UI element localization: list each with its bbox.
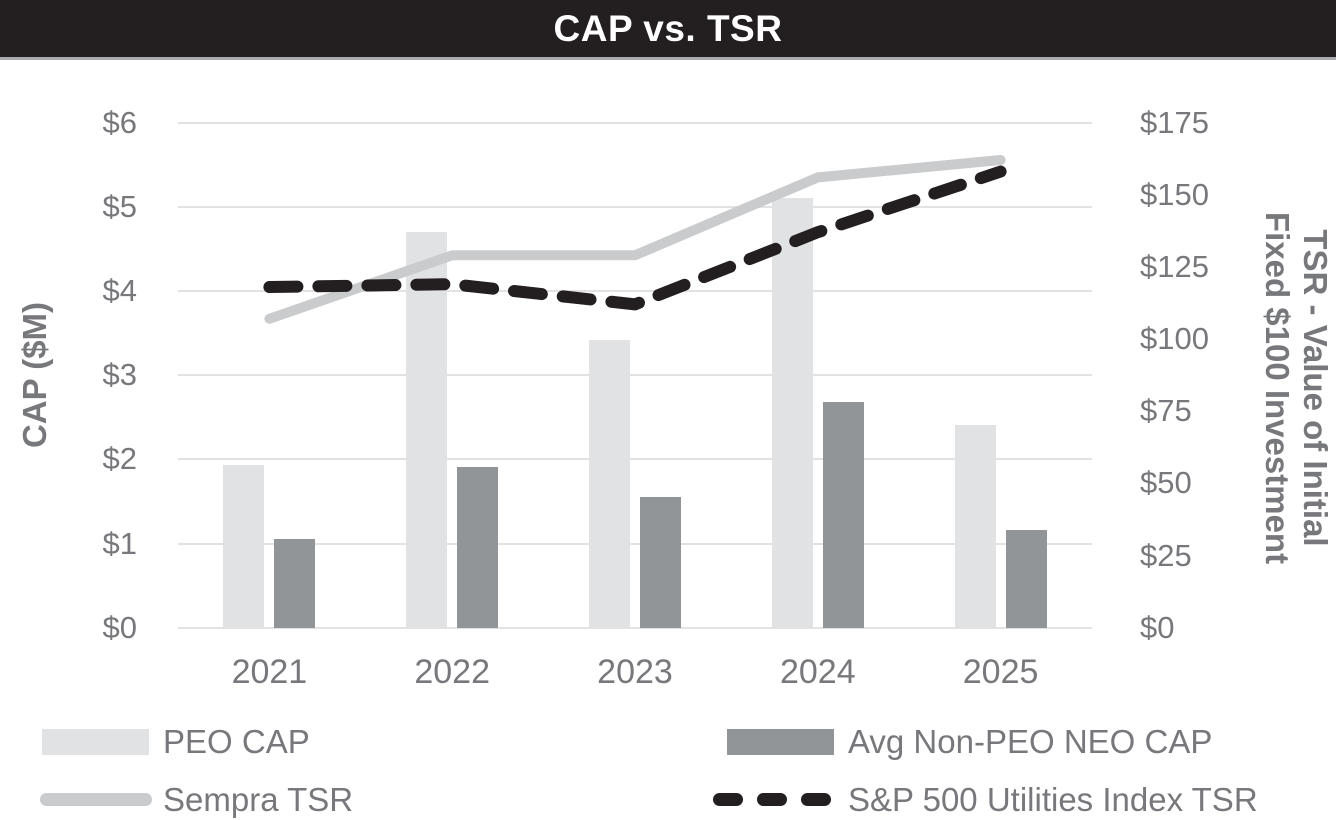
right-axis-tick-label: $25: [1140, 537, 1192, 573]
x-axis-tick-label: 2021: [231, 653, 308, 691]
chart-title: CAP vs. TSR: [553, 7, 783, 49]
right-axis-tick-label: $100: [1140, 321, 1209, 356]
peo-cap-bar: [406, 231, 448, 628]
right-axis-title-line-1: TSR - Value of Initial: [1297, 229, 1334, 547]
legend-label-avg-non-peo-neo-cap: Avg Non-PEO NEO CAP: [848, 723, 1213, 760]
legend-swatch-sempra-tsr: [40, 793, 152, 806]
right-axis-title: TSR - Value of Initial Fixed $100 Invest…: [1258, 118, 1334, 658]
left-axis-tick-label: $5: [102, 188, 137, 224]
right-axis-title-line-2: Fixed $100 Investment: [1259, 211, 1296, 565]
x-axis-tick-label: 2024: [779, 653, 856, 691]
right-axis-tick-label: $150: [1140, 176, 1209, 212]
avg-non-peo-neo-cap-bar: [274, 539, 316, 628]
avg-non-peo-neo-cap-bar: [1005, 530, 1047, 628]
dash-segment: [801, 793, 831, 806]
right-axis-tick-label: $175: [1140, 104, 1209, 140]
left-axis-tick-label: $1: [102, 525, 137, 561]
right-axis-tick-label: $125: [1140, 248, 1209, 284]
right-axis-tick-label: $50: [1140, 465, 1192, 501]
left-axis-tick-label: $6: [102, 104, 137, 140]
legend-label-peo-cap: PEO CAP: [163, 723, 310, 760]
gridline: [178, 626, 1092, 629]
s-p-500-utilities-index-tsr-line: [263, 165, 1007, 311]
gridline: [178, 542, 1092, 545]
peo-cap-bar: [223, 465, 265, 628]
left-axis-tick-label: $4: [102, 272, 137, 308]
legend-swatch-peo-cap: [42, 729, 149, 755]
right-axis-tick-label: $0: [1140, 609, 1175, 645]
legend-swatch-sp500-utilities-index-tsr: [713, 793, 831, 806]
dash-segment: [713, 793, 743, 806]
legend-label-sempra-tsr: Sempra TSR: [163, 781, 354, 818]
avg-non-peo-neo-cap-bar: [822, 402, 864, 628]
gridline: [178, 458, 1092, 461]
peo-cap-bar: [589, 339, 630, 628]
left-axis-tick-label: $0: [102, 609, 137, 645]
avg-non-peo-neo-cap-bar: [640, 497, 681, 628]
sempra-tsr-line: [264, 155, 1006, 324]
gridline: [178, 121, 1092, 124]
left-axis-tick-label: $2: [102, 441, 137, 477]
left-axis-tick-label: $3: [102, 357, 137, 393]
dash-segment: [757, 793, 787, 806]
x-axis-tick-label: 2025: [962, 653, 1039, 691]
x-axis-tick-label: 2023: [597, 653, 673, 691]
peo-cap-bar: [771, 198, 813, 628]
right-axis-tick-label: $75: [1140, 393, 1192, 429]
peo-cap-bar: [954, 424, 996, 628]
legend-label-sp500-utilities-index-tsr: S&P 500 Utilities Index TSR: [848, 781, 1258, 818]
avg-non-peo-neo-cap-bar: [457, 466, 499, 628]
chart-title-bar: CAP vs. TSR: [0, 0, 1336, 60]
legend-swatch-avg-non-peo-neo-cap: [727, 729, 834, 755]
gridline: [178, 289, 1092, 292]
gridline: [178, 374, 1092, 377]
gridline: [178, 205, 1092, 208]
x-axis-tick-label: 2022: [414, 653, 490, 691]
